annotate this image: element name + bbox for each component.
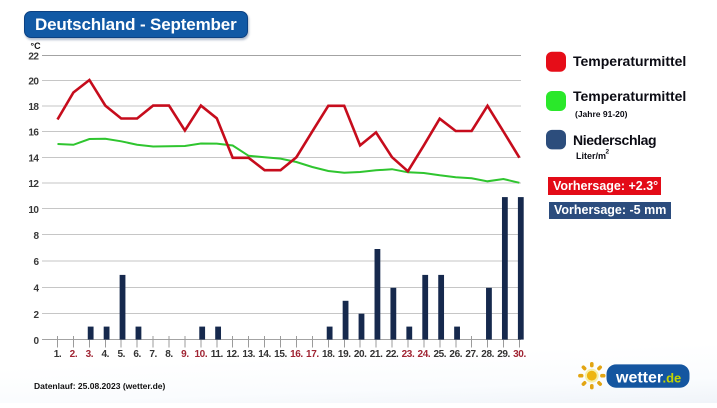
svg-text:8: 8 <box>33 231 39 242</box>
svg-text:Niederschlag: Niederschlag <box>573 132 656 148</box>
svg-text:26.: 26. <box>449 349 462 360</box>
svg-text:2.: 2. <box>70 349 78 360</box>
svg-text:9.: 9. <box>181 349 189 360</box>
svg-text:18.: 18. <box>322 349 335 360</box>
svg-text:1.: 1. <box>54 349 62 360</box>
svg-text:2: 2 <box>606 149 610 156</box>
svg-text:.de: .de <box>663 371 682 386</box>
svg-text:18: 18 <box>28 102 39 113</box>
svg-text:19.: 19. <box>338 349 351 360</box>
svg-text:6: 6 <box>33 257 39 268</box>
svg-text:wetter: wetter <box>615 370 663 387</box>
svg-text:6.: 6. <box>133 349 141 360</box>
svg-text:14.: 14. <box>258 349 271 360</box>
svg-text:2: 2 <box>33 310 39 321</box>
svg-text:20.: 20. <box>354 349 367 360</box>
svg-text:4: 4 <box>33 284 39 295</box>
svg-text:11.: 11. <box>211 349 224 360</box>
svg-text:°C: °C <box>31 41 42 51</box>
svg-text:30.: 30. <box>513 349 526 360</box>
svg-text:14: 14 <box>28 154 39 165</box>
svg-text:27.: 27. <box>465 349 478 360</box>
svg-text:Temperaturmittel: Temperaturmittel <box>573 88 686 104</box>
svg-text:Liter/m: Liter/m <box>576 151 606 161</box>
svg-text:29.: 29. <box>497 349 510 360</box>
svg-text:3.: 3. <box>86 349 94 360</box>
svg-text:20: 20 <box>28 77 39 88</box>
svg-text:22.: 22. <box>386 349 399 360</box>
svg-text:(Jahre 91-20): (Jahre 91-20) <box>575 109 628 119</box>
svg-text:25.: 25. <box>433 349 446 360</box>
svg-text:17.: 17. <box>306 349 319 360</box>
svg-text:28.: 28. <box>481 349 494 360</box>
svg-text:24.: 24. <box>418 349 431 360</box>
svg-text:12: 12 <box>28 179 39 190</box>
svg-text:23.: 23. <box>402 349 415 360</box>
svg-text:Temperaturmittel: Temperaturmittel <box>573 53 686 69</box>
svg-text:7.: 7. <box>149 349 157 360</box>
svg-text:15.: 15. <box>274 349 287 360</box>
svg-text:16: 16 <box>28 128 39 139</box>
svg-text:10.: 10. <box>195 349 208 360</box>
svg-text:16.: 16. <box>290 349 303 360</box>
svg-text:12.: 12. <box>226 349 239 360</box>
svg-text:13.: 13. <box>242 349 255 360</box>
svg-text:21.: 21. <box>370 349 383 360</box>
svg-text:0: 0 <box>33 336 39 347</box>
svg-text:10: 10 <box>28 205 39 216</box>
svg-text:5.: 5. <box>117 349 125 360</box>
svg-text:8.: 8. <box>165 349 173 360</box>
svg-text:4.: 4. <box>102 349 110 360</box>
svg-text:22: 22 <box>28 52 39 63</box>
